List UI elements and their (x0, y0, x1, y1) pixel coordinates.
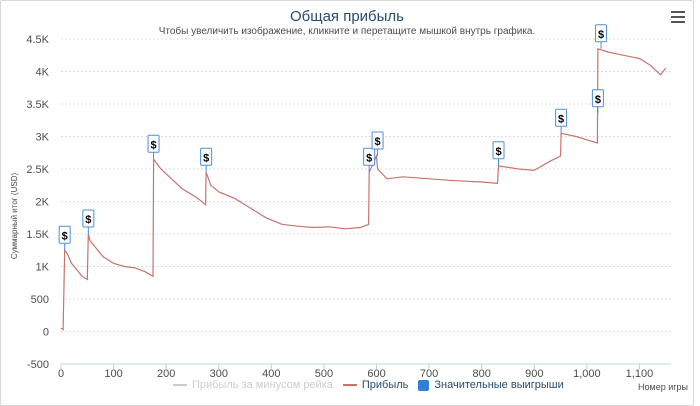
svg-text:$: $ (375, 136, 381, 148)
x-tick-label: 0 (58, 368, 64, 380)
big-win-marker[interactable]: $ (595, 24, 608, 49)
svg-text:$: $ (62, 230, 68, 242)
x-tick-label: 700 (420, 368, 438, 380)
x-tick-label: 300 (210, 368, 228, 380)
x-tick-label: 600 (367, 368, 385, 380)
y-tick-label: 4K (36, 67, 50, 79)
y-tick-label: 3K (36, 132, 50, 144)
chart-title: Общая прибыль (289, 8, 405, 25)
svg-text:$: $ (150, 139, 156, 151)
big-win-marker[interactable]: $ (147, 134, 160, 160)
svg-text:$: $ (558, 113, 564, 125)
legend-rake-swatch (173, 384, 187, 386)
big-win-marker[interactable]: $ (591, 89, 604, 114)
big-win-marker[interactable]: $ (58, 225, 71, 251)
x-tick-label: 1,000 (573, 368, 601, 380)
y-tick-label: 3.5K (26, 99, 49, 111)
big-win-marker[interactable]: $ (371, 131, 384, 156)
big-win-marker[interactable]: $ (363, 147, 376, 173)
chart-legend: Прибыль за минусом рейка Прибыль Значите… (173, 379, 564, 391)
legend-profit-label: Прибыль (361, 379, 409, 391)
profit-series-line (60, 47, 667, 331)
y-tick-label: 1K (36, 262, 50, 274)
legend-profit-swatch (342, 384, 357, 386)
big-win-marker[interactable]: $ (555, 108, 568, 134)
y-tick-label: 2K (36, 197, 50, 209)
x-tick-label: 400 (262, 368, 280, 380)
svg-text:$: $ (85, 214, 91, 226)
x-tick-label: 500 (315, 368, 333, 380)
big-win-marker[interactable]: $ (82, 209, 95, 234)
legend-big-wins-swatch (418, 379, 430, 391)
legend-item-big-wins[interactable]: Значительные выигрыши (418, 379, 564, 391)
svg-text:$: $ (366, 152, 372, 164)
big-win-marker[interactable]: $ (200, 147, 213, 173)
x-tick-label: 800 (473, 368, 491, 380)
legend-rake-label: Прибыль за минусом рейка (192, 379, 333, 391)
y-tick-label: 0 (43, 327, 49, 339)
y-tick-label: 4.5K (26, 34, 49, 46)
y-tick-label: 1.5K (26, 229, 49, 241)
legend-item-profit[interactable]: Прибыль (342, 379, 409, 391)
x-tick-label: 100 (104, 368, 122, 380)
svg-text:$: $ (495, 146, 501, 158)
y-tick-label: 500 (31, 294, 49, 306)
legend-item-rake[interactable]: Прибыль за минусом рейка (173, 379, 333, 391)
svg-text:$: $ (203, 152, 209, 164)
x-tick-label: 200 (157, 368, 175, 380)
x-tick-label: 1,100 (626, 368, 654, 380)
y-axis-label: Суммарный итог (USD) (10, 173, 19, 260)
svg-text:$: $ (598, 29, 604, 41)
y-tick-label: 2.5K (26, 164, 49, 176)
chart-subtitle: Чтобы увеличить изображение, кликните и … (158, 26, 536, 37)
big-win-marker[interactable]: $ (492, 141, 505, 166)
svg-text:$: $ (595, 94, 601, 106)
x-axis-label: Номер игры (638, 382, 688, 392)
hamburger-menu-icon[interactable] (671, 11, 685, 23)
legend-big-wins-label: Значительные выигрыши (434, 379, 564, 391)
y-tick-label: -500 (27, 359, 49, 371)
x-tick-label: 900 (525, 368, 543, 380)
